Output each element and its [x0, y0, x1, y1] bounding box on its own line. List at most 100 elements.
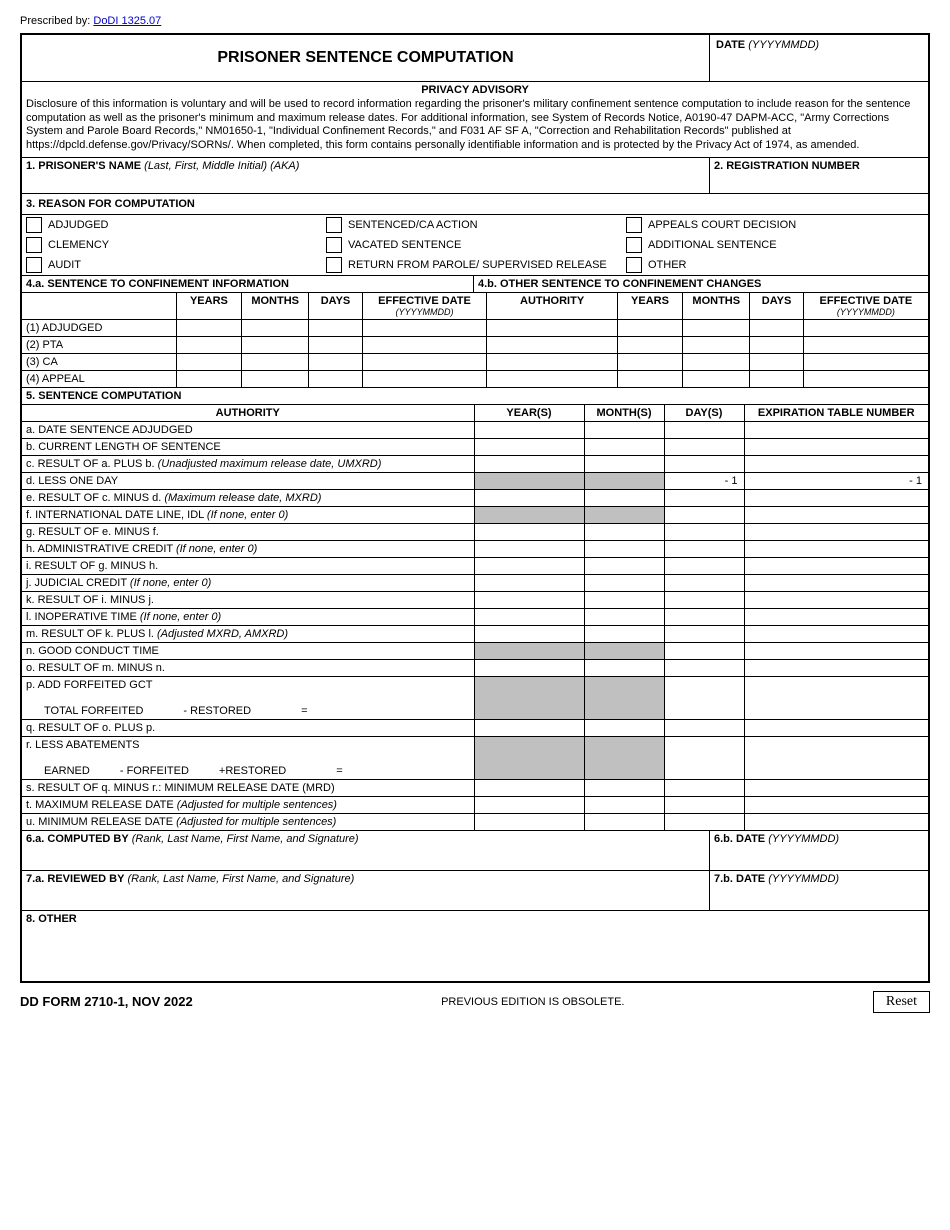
table-5-cell-year[interactable] [474, 557, 584, 574]
table-5-cell-year[interactable] [474, 591, 584, 608]
table-5-cell-day[interactable] [664, 506, 744, 523]
table-5-cell-year[interactable] [474, 813, 584, 830]
table-5-cell-exp[interactable] [744, 625, 928, 642]
field-6b-date[interactable]: 6.b. DATE (YYYYMMDD) [710, 831, 928, 870]
table-5-cell-month[interactable] [584, 421, 664, 438]
table-5-cell-day[interactable] [664, 676, 744, 719]
checkbox[interactable] [626, 217, 642, 233]
table-5-cell-day[interactable]: - 1 [664, 472, 744, 489]
table-5-cell-exp[interactable] [744, 506, 928, 523]
table-5-cell-month[interactable] [584, 591, 664, 608]
table-5-cell-month[interactable] [584, 489, 664, 506]
table-4-cell[interactable] [362, 336, 487, 353]
table-5-cell-exp[interactable] [744, 421, 928, 438]
table-5-cell-exp[interactable] [744, 608, 928, 625]
table-4-cell[interactable] [362, 353, 487, 370]
checkbox[interactable] [26, 257, 42, 273]
checkbox[interactable] [326, 257, 342, 273]
checkbox[interactable] [26, 217, 42, 233]
table-5-cell-month[interactable] [584, 796, 664, 813]
table-5-cell-exp[interactable] [744, 455, 928, 472]
table-5-cell-year[interactable] [474, 574, 584, 591]
table-4-cell[interactable] [309, 336, 362, 353]
table-5-cell-month[interactable] [584, 779, 664, 796]
table-4-cell[interactable] [750, 353, 803, 370]
table-5-cell-year[interactable] [474, 455, 584, 472]
table-5-cell-year[interactable] [474, 608, 584, 625]
table-5-cell-exp[interactable] [744, 591, 928, 608]
table-5-cell-exp[interactable] [744, 813, 928, 830]
checkbox[interactable] [626, 237, 642, 253]
table-4-cell[interactable] [176, 353, 241, 370]
table-5-cell-exp[interactable] [744, 719, 928, 736]
table-5-cell-year[interactable] [474, 796, 584, 813]
table-5-cell-day[interactable] [664, 813, 744, 830]
table-5-cell-exp[interactable] [744, 779, 928, 796]
table-4-cell[interactable] [683, 353, 750, 370]
table-5-cell-month[interactable] [584, 540, 664, 557]
table-4-cell[interactable] [487, 319, 618, 336]
table-4-cell[interactable] [683, 319, 750, 336]
table-4-cell[interactable] [683, 370, 750, 387]
table-5-cell-day[interactable] [664, 421, 744, 438]
table-5-cell-day[interactable] [664, 719, 744, 736]
table-5-cell-exp[interactable] [744, 736, 928, 779]
table-4-cell[interactable] [176, 319, 241, 336]
table-4-cell[interactable] [750, 336, 803, 353]
table-5-cell-month[interactable] [584, 574, 664, 591]
table-5-cell-month[interactable] [584, 659, 664, 676]
table-5-cell-day[interactable] [664, 779, 744, 796]
field-2-registration[interactable]: 2. REGISTRATION NUMBER [710, 158, 928, 193]
table-5-cell-year[interactable] [474, 659, 584, 676]
field-8-other[interactable]: 8. OTHER [22, 911, 928, 981]
table-4-cell[interactable] [750, 370, 803, 387]
table-5-cell-day[interactable] [664, 608, 744, 625]
table-5-cell-exp[interactable] [744, 489, 928, 506]
table-4-cell[interactable] [309, 370, 362, 387]
table-5-cell-month[interactable] [584, 625, 664, 642]
table-4-cell[interactable] [803, 353, 928, 370]
table-5-cell-exp[interactable] [744, 540, 928, 557]
field-7b-date[interactable]: 7.b. DATE (YYYYMMDD) [710, 871, 928, 910]
field-7a-reviewed-by[interactable]: 7.a. REVIEWED BY (Rank, Last Name, First… [22, 871, 710, 910]
table-4-cell[interactable] [176, 370, 241, 387]
table-5-cell-day[interactable] [664, 736, 744, 779]
table-4-cell[interactable] [242, 370, 309, 387]
table-5-cell-month[interactable] [584, 719, 664, 736]
table-4-cell[interactable] [309, 319, 362, 336]
table-5-cell-year[interactable] [474, 540, 584, 557]
table-5-cell-exp[interactable] [744, 659, 928, 676]
table-4-cell[interactable] [362, 370, 487, 387]
table-5-cell-exp[interactable] [744, 676, 928, 719]
table-5-cell-year[interactable] [474, 625, 584, 642]
field-1-prisoner-name[interactable]: 1. PRISONER'S NAME (Last, First, Middle … [22, 158, 710, 193]
table-5-cell-day[interactable] [664, 591, 744, 608]
table-5-cell-year[interactable] [474, 719, 584, 736]
table-5-cell-day[interactable] [664, 540, 744, 557]
table-5-cell-month[interactable] [584, 523, 664, 540]
table-4-cell[interactable] [242, 353, 309, 370]
table-5-cell-month[interactable] [584, 438, 664, 455]
table-4-cell[interactable] [617, 336, 682, 353]
table-5-cell-year[interactable] [474, 779, 584, 796]
table-5-cell-year[interactable] [474, 489, 584, 506]
reset-button[interactable]: Reset [873, 991, 930, 1013]
table-5-cell-day[interactable] [664, 438, 744, 455]
table-4-cell[interactable] [617, 353, 682, 370]
table-4-cell[interactable] [803, 370, 928, 387]
table-5-cell-day[interactable] [664, 625, 744, 642]
table-5-cell-exp[interactable] [744, 557, 928, 574]
table-4-cell[interactable] [242, 336, 309, 353]
table-5-cell-day[interactable] [664, 523, 744, 540]
table-5-cell-year[interactable] [474, 421, 584, 438]
checkbox[interactable] [326, 237, 342, 253]
checkbox[interactable] [626, 257, 642, 273]
table-4-cell[interactable] [750, 319, 803, 336]
table-5-cell-exp[interactable] [744, 796, 928, 813]
table-5-cell-month[interactable] [584, 608, 664, 625]
table-5-cell-day[interactable] [664, 659, 744, 676]
table-5-cell-day[interactable] [664, 455, 744, 472]
table-5-cell-day[interactable] [664, 557, 744, 574]
table-5-cell-month[interactable] [584, 557, 664, 574]
table-5-cell-day[interactable] [664, 796, 744, 813]
